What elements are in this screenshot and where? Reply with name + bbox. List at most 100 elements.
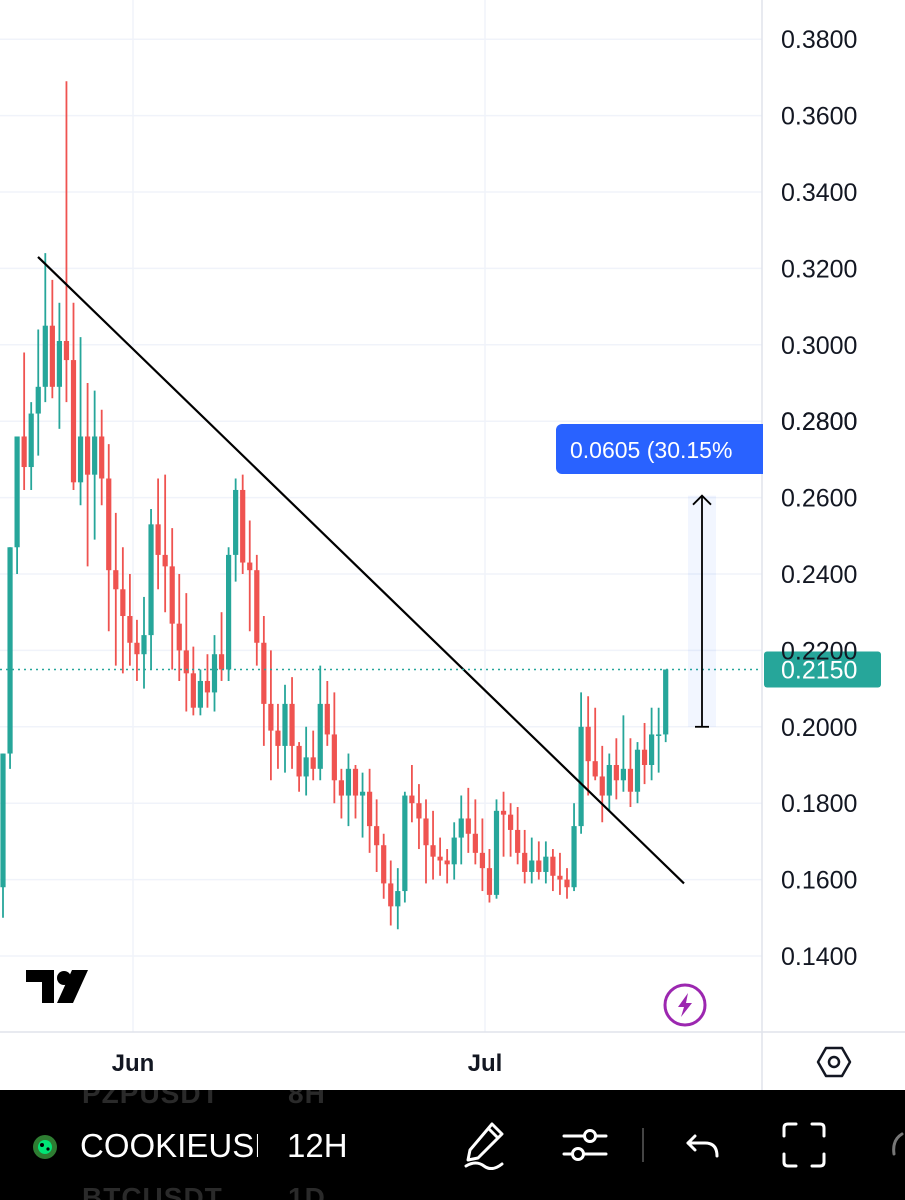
pencil-icon[interactable] bbox=[462, 1120, 508, 1170]
candle-body bbox=[7, 547, 13, 754]
measure-label-text: 0.0605 (30.15% bbox=[570, 437, 732, 463]
ghost-interval-below: 1D bbox=[288, 1182, 326, 1200]
candle-body bbox=[275, 730, 281, 746]
candle-body bbox=[472, 833, 478, 853]
candle-body bbox=[515, 829, 521, 853]
candle bbox=[247, 520, 253, 632]
candle bbox=[310, 730, 316, 781]
candle-body bbox=[204, 680, 211, 693]
measure-label-box[interactable] bbox=[556, 424, 780, 474]
candle bbox=[479, 818, 485, 892]
candle-body bbox=[606, 765, 612, 796]
candle-body bbox=[529, 860, 535, 872]
candle-body bbox=[176, 623, 182, 651]
candle-body bbox=[296, 745, 302, 777]
candle-body bbox=[634, 749, 641, 792]
candle bbox=[663, 669, 669, 743]
candle bbox=[268, 650, 274, 781]
candle bbox=[578, 692, 584, 834]
candle bbox=[106, 444, 112, 632]
candle bbox=[324, 680, 330, 746]
candle-body bbox=[367, 791, 373, 827]
more-icon-partial[interactable] bbox=[886, 1120, 905, 1170]
settings-sliders-icon[interactable] bbox=[560, 1120, 610, 1170]
candle-body bbox=[127, 616, 133, 643]
candle-body bbox=[578, 726, 584, 827]
candle-body bbox=[63, 340, 70, 361]
candle-body bbox=[416, 803, 422, 819]
candle-body bbox=[197, 680, 203, 708]
lightning-icon[interactable] bbox=[663, 983, 707, 1027]
overlays: 0.0605 (30.15% 0.2800 0.2150 bbox=[0, 256, 905, 885]
candle-body bbox=[85, 436, 91, 475]
candle-body bbox=[310, 757, 316, 769]
y-tick-label: 0.2400 bbox=[781, 561, 857, 589]
candle-body bbox=[56, 340, 62, 387]
candle-body bbox=[345, 768, 352, 796]
fullscreen-icon[interactable] bbox=[780, 1120, 828, 1170]
y-tick-label: 0.1800 bbox=[781, 790, 857, 818]
candle-body bbox=[162, 554, 168, 567]
candle bbox=[113, 512, 119, 666]
candle bbox=[493, 799, 500, 899]
symbol-button[interactable]: COOKIEUSDT bbox=[80, 1127, 258, 1164]
candle bbox=[169, 528, 175, 670]
candle bbox=[282, 684, 288, 773]
x-tick-label: Jun bbox=[112, 1050, 155, 1077]
candle bbox=[557, 852, 563, 895]
interval-button[interactable]: 12H bbox=[287, 1127, 348, 1164]
candle bbox=[585, 696, 591, 796]
y-tick-label: 0.1600 bbox=[781, 867, 857, 895]
candle bbox=[430, 810, 436, 880]
candle bbox=[409, 765, 415, 823]
candle bbox=[14, 436, 20, 574]
ghost-symbol-above: PZPUSDT bbox=[82, 1090, 220, 1109]
candle-body bbox=[14, 436, 20, 548]
time-axis[interactable]: Jun Jul bbox=[112, 1050, 503, 1077]
chart-area[interactable]: 0.0605 (30.15% 0.2800 0.2150 0.3800 0.3600 0… bbox=[0, 0, 905, 1090]
candle-body bbox=[254, 570, 260, 643]
candle bbox=[352, 765, 359, 819]
candle-body bbox=[190, 673, 196, 708]
candle-body bbox=[35, 386, 41, 414]
chart-settings-icon[interactable] bbox=[816, 1046, 852, 1078]
y-tick-label: 0.2800 bbox=[781, 408, 857, 436]
candle bbox=[359, 772, 366, 838]
candle bbox=[529, 837, 535, 884]
candle-body bbox=[155, 524, 161, 555]
candle-body bbox=[28, 413, 34, 468]
candle-body bbox=[458, 818, 464, 838]
candle-body bbox=[324, 703, 330, 735]
candle bbox=[444, 849, 450, 884]
candle-body bbox=[423, 818, 429, 846]
candle-body bbox=[70, 360, 77, 483]
candle-body bbox=[656, 734, 662, 736]
candle bbox=[437, 837, 443, 876]
trendline[interactable] bbox=[37, 256, 685, 885]
candle-body bbox=[218, 654, 225, 670]
candle-body bbox=[409, 795, 415, 804]
candle-body bbox=[599, 776, 605, 796]
candle bbox=[522, 829, 528, 884]
candle bbox=[120, 547, 126, 674]
candle bbox=[367, 768, 373, 853]
price-chart[interactable]: 0.0605 (30.15% 0.2800 0.2150 0.38000.36000… bbox=[0, 0, 905, 1090]
candle-body bbox=[359, 791, 366, 796]
candle-body bbox=[92, 436, 98, 475]
candle bbox=[190, 646, 196, 716]
bottom-toolbar: PZPUSDT 8H BTCUSDT 1D COOKIEUSDT 12H bbox=[0, 1090, 905, 1200]
candle-body bbox=[564, 879, 570, 888]
undo-icon[interactable] bbox=[683, 1120, 723, 1170]
candle-body bbox=[120, 589, 126, 617]
candle bbox=[275, 703, 281, 769]
candle bbox=[211, 635, 218, 712]
candle-body bbox=[395, 891, 401, 907]
candle-body bbox=[641, 749, 648, 765]
price-axis[interactable]: 0.3800 0.3600 0.3400 0.3200 0.3000 0.2800 0.26… bbox=[781, 26, 857, 971]
candle bbox=[176, 574, 182, 681]
last-price-label: 0.2150 bbox=[781, 657, 857, 685]
candle-body bbox=[627, 768, 634, 792]
candle-body bbox=[437, 856, 443, 861]
candle bbox=[42, 253, 48, 403]
cookie-icon[interactable] bbox=[30, 1132, 60, 1162]
